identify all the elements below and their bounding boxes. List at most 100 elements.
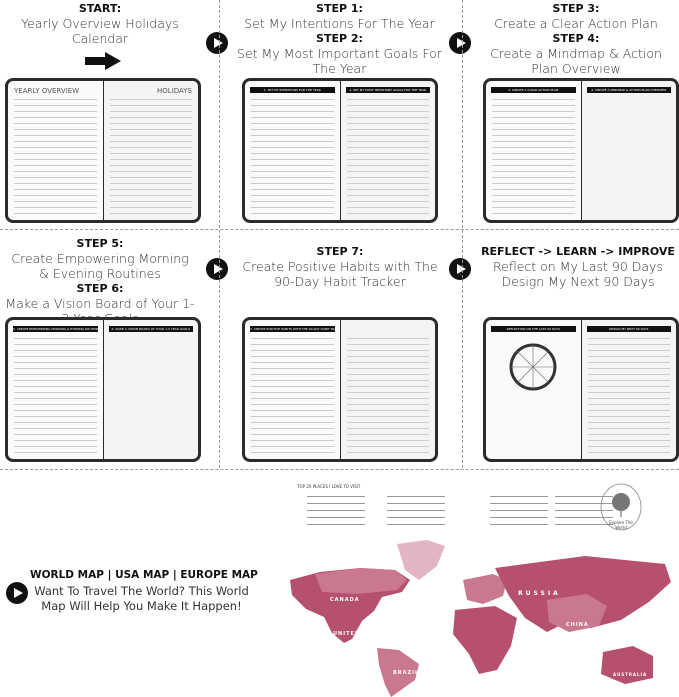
left-page: REFLECTION ON THE LAST 90 DAYS [486, 320, 581, 459]
place-line[interactable] [307, 510, 365, 511]
ruled-line [14, 392, 97, 393]
ruled-line [251, 434, 334, 435]
place-line[interactable] [490, 524, 548, 525]
ruled-line [492, 135, 575, 136]
place-line[interactable] [555, 510, 613, 511]
right-page [340, 320, 435, 459]
step-text: Set My Most Important Goals For The Year [237, 46, 442, 76]
place-line[interactable] [555, 503, 613, 504]
ruled-line [14, 374, 97, 375]
place-line[interactable] [307, 503, 365, 504]
ruled-line [14, 368, 97, 369]
place-line[interactable] [387, 510, 445, 511]
map-section-text: Want To Travel The World? This World Map… [34, 584, 249, 613]
ruled-line [251, 177, 334, 178]
ruled-line [109, 207, 192, 208]
ruled-line [109, 99, 192, 100]
ruled-line [346, 380, 429, 381]
ruled-line [109, 105, 192, 106]
ruled-line [492, 195, 575, 196]
page-banner: 6. MAKE A VISION BOARD OF YOUR 1-3 YEAR … [108, 326, 193, 332]
ruled-line [251, 344, 334, 345]
ruled-line [587, 428, 670, 429]
ruled-line [346, 398, 429, 399]
place-line[interactable] [387, 503, 445, 504]
europe [463, 574, 507, 604]
step7-caption: STEP 7: Create Positive Habits with The … [240, 244, 440, 289]
ruled-line [346, 189, 429, 190]
ruled-line [14, 386, 97, 387]
ruled-line [251, 159, 334, 160]
ruled-line [587, 392, 670, 393]
ruled-line [587, 344, 670, 345]
asia [495, 556, 671, 632]
ruled-line [346, 117, 429, 118]
planner-routines-vision: 5. CREATE EMPOWERING MORNING & EVENING R… [5, 317, 201, 462]
places-list: TOP 20 PLACES I LOVE TO VISIT [295, 484, 625, 532]
page-title: YEARLY OVERVIEW [14, 87, 80, 95]
place-line[interactable] [307, 517, 365, 518]
ruled-line [109, 201, 192, 202]
ruled-line [251, 195, 334, 196]
ruled-line [251, 213, 334, 214]
ruled-line [14, 183, 97, 184]
ruled-line [14, 171, 97, 172]
ruled-line [587, 362, 670, 363]
place-line[interactable] [555, 524, 613, 525]
map-label: CANADA [330, 597, 360, 603]
ruled-line [492, 201, 575, 202]
ruled-line [587, 386, 670, 387]
place-line[interactable] [307, 524, 365, 525]
ruled-line [587, 422, 670, 423]
play-icon [449, 258, 471, 280]
step-text: Design My Next 90 Days [501, 274, 655, 289]
ruled-line [346, 350, 429, 351]
divider [219, 0, 220, 228]
ruled-line [14, 404, 97, 405]
ruled-line [251, 207, 334, 208]
ruled-line [587, 374, 670, 375]
ruled-line [251, 440, 334, 441]
right-page: DESIGN MY NEXT 90 DAYS [581, 320, 676, 459]
ruled-line [251, 350, 334, 351]
ruled-line [346, 111, 429, 112]
page-banner: 4. CREATE A MINDMAP & ACTION PLAN OVERVI… [586, 87, 671, 93]
place-line[interactable] [490, 510, 548, 511]
place-line[interactable] [555, 496, 613, 497]
place-line[interactable] [490, 496, 548, 497]
step-text: Set My Intentions For The Year [244, 16, 435, 31]
place-line[interactable] [387, 524, 445, 525]
ruled-line [109, 141, 192, 142]
ruled-line [587, 416, 670, 417]
ruled-line [251, 117, 334, 118]
ruled-line [14, 201, 97, 202]
ruled-line [14, 440, 97, 441]
place-line[interactable] [490, 517, 548, 518]
ruled-line [14, 141, 97, 142]
ruled-line [587, 404, 670, 405]
greenland [397, 540, 445, 580]
place-line[interactable] [307, 496, 365, 497]
ruled-line [14, 422, 97, 423]
ruled-line [492, 105, 575, 106]
place-line[interactable] [387, 496, 445, 497]
ruled-line [251, 374, 334, 375]
ruled-line [251, 183, 334, 184]
place-line[interactable] [555, 517, 613, 518]
ruled-line [346, 201, 429, 202]
map-section-title: WORLD MAP | USA MAP | EUROPE MAP [30, 569, 258, 581]
ruled-line [587, 368, 670, 369]
ruled-line [251, 356, 334, 357]
ruled-line [251, 129, 334, 130]
step-label: START: [78, 2, 122, 15]
planner-intentions-goals: 1. SET MY INTENTIONS FOR THE YEAR 2. SET… [242, 78, 438, 223]
ruled-line [109, 117, 192, 118]
place-line[interactable] [387, 517, 445, 518]
step-text: Create Empowering Morning & Evening Rout… [11, 251, 189, 281]
place-line[interactable] [490, 503, 548, 504]
left-page: 3. CREATE A CLEAR ACTION PLAN [486, 81, 581, 220]
ruled-line [14, 213, 97, 214]
ruled-line [109, 177, 192, 178]
ruled-line [251, 380, 334, 381]
ruled-line [492, 159, 575, 160]
